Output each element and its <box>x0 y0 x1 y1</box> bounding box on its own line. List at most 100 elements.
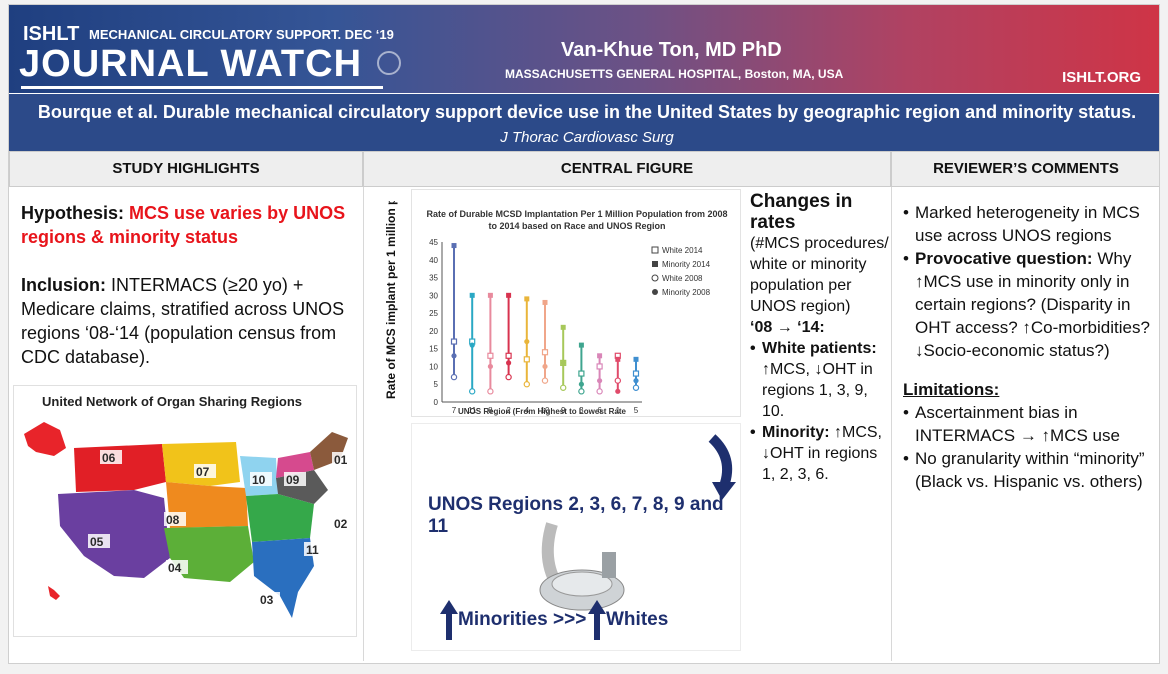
minority-2008-point <box>633 378 639 384</box>
minority-2014-point <box>597 353 603 359</box>
y-tick-label: 5 <box>434 380 439 389</box>
minority-2008-point <box>524 338 530 345</box>
y-tick-label: 10 <box>429 362 438 371</box>
ishlt-url[interactable]: ISHLT.ORG <box>1062 69 1141 86</box>
white-2014-point <box>523 356 530 363</box>
region-label-02: 02 <box>334 517 348 531</box>
minority-2008-point <box>578 381 584 387</box>
region-label-08: 08 <box>166 513 180 527</box>
region-label-10: 10 <box>252 473 266 487</box>
white-2008-point <box>487 388 494 395</box>
header-underline <box>21 86 383 89</box>
slide: ISHLT MECHANICAL CIRCULATORY SUPPORT. DE… <box>8 4 1160 664</box>
provocative-text: Why ↑MCS use in minority only in certain… <box>915 249 1150 360</box>
changes-panel: Changes in rates (#MCS procedures/ white… <box>750 191 890 485</box>
white-2008-point <box>578 388 585 395</box>
x-tick-label: 8 <box>488 406 493 415</box>
region-label-09: 09 <box>286 473 300 487</box>
legend-label: Minority 2014 <box>662 260 711 269</box>
lvad-device-icon <box>539 522 625 611</box>
chart-title: Rate of Durable MCSD Implantation Per 1 … <box>426 209 728 231</box>
y-tick-label: 0 <box>434 398 439 407</box>
header-banner: ISHLT MECHANICAL CIRCULATORY SUPPORT. DE… <box>9 5 1159 93</box>
logo-circle-icon <box>377 51 401 75</box>
minority-2014-point <box>524 296 530 302</box>
y-tick-label: 35 <box>429 274 438 283</box>
white-2008-point <box>505 373 512 381</box>
minority-2014-point <box>578 342 584 348</box>
white-2008-point <box>632 384 640 391</box>
white-2008-point <box>523 381 531 388</box>
region-09 <box>276 452 314 478</box>
region-label-05: 05 <box>90 535 104 549</box>
changes-period: ‘08 → ‘14: <box>750 319 825 336</box>
list-item: Marked heterogeneity in MCS use across U… <box>903 201 1153 247</box>
region-06 <box>74 444 166 492</box>
author-name: Van-Khue Ton, MD PhD <box>561 39 782 61</box>
white-2014-point <box>541 349 549 356</box>
y-tick-label: 25 <box>429 309 438 318</box>
map-title: United Network of Organ Sharing Regions <box>42 394 303 409</box>
white-text: ↑MCS, ↓OHT in regions 1, 3, 9, 10. <box>762 361 873 420</box>
minority-2008-point <box>542 363 548 370</box>
region-label-03: 03 <box>260 593 274 607</box>
reviewer-comments-header: REVIEWER’S COMMENTS <box>891 151 1159 187</box>
article-title-text: Bourque et al. Durable mechanical circul… <box>37 102 1137 122</box>
x-tick-label: 9 <box>561 406 566 415</box>
figure-y-axis-label: Rate of MCS implant per 1 million popula… <box>384 201 398 399</box>
article-journal: J Thorac Cardiovasc Surg <box>500 129 674 146</box>
x-tick-label: 7 <box>452 406 457 415</box>
white-2014-point <box>596 363 603 370</box>
minority-2014-point <box>469 292 475 298</box>
article-title: Bourque et al. Durable mechanical circul… <box>33 100 1141 150</box>
x-tick-label: 3 <box>579 406 584 415</box>
region-alaska <box>24 422 66 456</box>
region-05 <box>58 490 170 578</box>
column-divider <box>891 187 892 661</box>
rate-chart: Rate of Durable MCSD Implantation Per 1 … <box>411 189 741 418</box>
region-08 <box>166 482 248 528</box>
inclusion-label: Inclusion: <box>21 275 111 295</box>
minority-2008-point <box>506 360 512 366</box>
y-tick-label: 15 <box>429 345 438 354</box>
minority-2008-point <box>597 378 603 384</box>
list-item: Minority: ↑MCS, ↓OHT in regions 1, 2, 3,… <box>750 422 890 485</box>
hypothesis: Hypothesis: MCS use varies by UNOS regio… <box>21 201 357 249</box>
x-tick-label: 2 <box>506 406 511 415</box>
minority-label: Minority: <box>762 424 830 441</box>
list-item: No granularity within “minority” (Black … <box>903 447 1153 493</box>
us-map-svg: 06 07 08 05 04 10 09 01 02 11 03 <box>24 422 354 618</box>
list-item: Provocative question: Why ↑MCS use in mi… <box>903 247 1153 362</box>
minority-2014-point <box>487 292 493 298</box>
white-2014-point <box>450 338 458 345</box>
white-2008-point <box>541 377 549 384</box>
changes-sub: (#MCS procedures/ white or minority popu… <box>750 235 889 315</box>
list-item: White patients: ↑MCS, ↓OHT in regions 1,… <box>750 338 890 422</box>
header-subtitle: MECHANICAL CIRCULATORY SUPPORT. DEC ‘19 <box>89 27 394 42</box>
legend-marker <box>652 289 658 295</box>
white-2008-point <box>559 384 567 391</box>
up-arrow-whites-icon <box>588 600 606 640</box>
x-tick-label: 5 <box>634 406 639 415</box>
white-2014-point <box>505 352 512 359</box>
curved-arrow-icon <box>708 434 732 488</box>
minority-2014-point <box>506 292 512 298</box>
white-2008-point <box>450 373 458 381</box>
minority-2014-point <box>542 299 548 305</box>
legend-label: White 2014 <box>662 246 703 255</box>
white-2008-point <box>596 388 603 395</box>
inclusion-text: INTERMACS (≥20 yo) + Medicare claims, st… <box>21 275 345 367</box>
region-label-01: 01 <box>334 453 348 467</box>
minority-2014-point <box>633 356 639 362</box>
white-label: White patients: <box>762 340 877 357</box>
hypothesis-label: Hypothesis: <box>21 203 130 223</box>
minority-2014-point <box>451 243 457 249</box>
region-label-04: 04 <box>168 561 182 575</box>
white-2014-point <box>632 370 640 377</box>
reviewer-comments: Marked heterogeneity in MCS use across U… <box>903 201 1153 493</box>
y-tick-label: 30 <box>429 291 438 300</box>
inclusion: Inclusion: INTERMACS (≥20 yo) + Medicare… <box>21 273 361 369</box>
region-hawaii <box>48 586 60 600</box>
legend-marker <box>651 246 659 254</box>
